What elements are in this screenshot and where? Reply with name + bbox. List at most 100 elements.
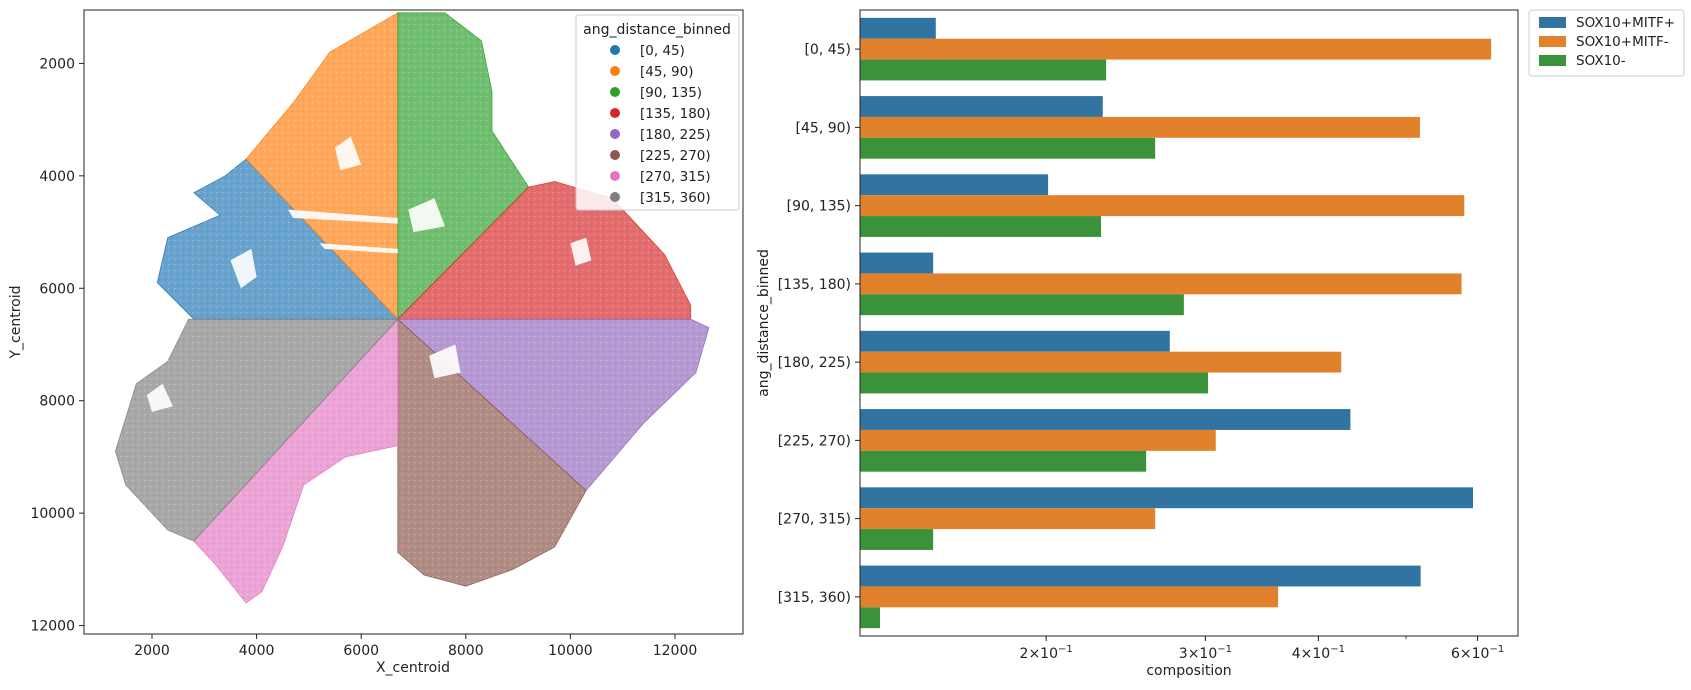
scatter-legend-label: [90, 135) — [640, 85, 702, 101]
scatter-region-texture-270-315 — [193, 319, 398, 604]
bar-x-tick-base: 4×10 — [1292, 646, 1330, 662]
bar-sox10-mitf-90-135 — [860, 195, 1465, 217]
scatter-region-texture-90-135 — [397, 12, 529, 320]
bar-legend-box — [1528, 9, 1685, 77]
bar-plot-frame — [859, 9, 1519, 637]
bar-sox10-mitf-180-225 — [860, 351, 1342, 373]
scatter-legend-label: [315, 360) — [640, 190, 711, 206]
bar-x-tick-base: 2×10 — [1020, 646, 1058, 662]
scatter-x-tick-label: 12000 — [653, 643, 698, 659]
scatter-legend-label: [180, 225) — [640, 127, 711, 143]
scatter-x-tick-label: 10000 — [548, 643, 593, 659]
scatter-legend-label: [135, 180) — [640, 106, 711, 122]
scatter-legend-marker — [610, 66, 620, 76]
scatter-y-ticks: 2000 4000 6000 8000 10000 12000 — [30, 56, 84, 635]
scatter-region-texture-0-45 — [157, 159, 398, 320]
scatter-legend-label: [0, 45) — [640, 43, 685, 59]
scatter-y-tick-label: 4000 — [39, 169, 75, 185]
scatter-y-axis-label: Y_centroid — [8, 285, 24, 359]
bar-sox10-mitf-225-270 — [860, 409, 1351, 430]
scatter-legend-marker — [610, 129, 620, 139]
bar-x-tick-exponent: −1 — [1217, 644, 1232, 655]
scatter-gap — [146, 383, 173, 412]
scatter-legend-box — [575, 14, 740, 211]
bar-x-tick-label: 3×10−1 — [1179, 644, 1232, 662]
bar-x-axis-label: composition — [1146, 663, 1231, 679]
scatter-y-tick-label: 12000 — [30, 619, 75, 635]
bar-legend-swatch — [1539, 36, 1566, 47]
scatter-legend-marker — [610, 87, 620, 97]
scatter-gap — [570, 237, 592, 266]
bar-legend-swatch — [1539, 55, 1566, 66]
scatter-x-tick-label: 6000 — [343, 643, 379, 659]
bar-sox10-90-135 — [860, 216, 1102, 237]
bar-y-tick-label: [0, 45) — [804, 42, 851, 58]
bar-y-tick-label: [270, 315) — [778, 512, 851, 528]
scatter-gap — [429, 344, 461, 379]
bar-sox10-135-180 — [860, 294, 1184, 316]
scatter-legend-label: [225, 270) — [640, 148, 711, 164]
scatter-y-tick-label: 8000 — [39, 394, 75, 410]
bar-sox10-mitf-270-315 — [860, 508, 1156, 530]
scatter-y-tick-label: 6000 — [39, 281, 75, 297]
bar-sox10-mitf-0-45 — [860, 38, 1492, 60]
bar-sox10-mitf-180-225 — [860, 330, 1170, 352]
scatter-x-axis-label: X_centroid — [376, 660, 450, 676]
bar-sox10-mitf-90-135 — [860, 174, 1049, 196]
scatter-x-ticks: 2000 4000 6000 8000 10000 12000 — [134, 634, 697, 659]
scatter-legend: ang_distance_binned [0, 45) [45, 90) [90, … — [575, 14, 740, 211]
bar-sox10-270-315 — [860, 529, 934, 550]
bar-legend-label: SOX10+MITF+ — [1576, 15, 1675, 31]
bar-x-tick-label: 4×10−1 — [1292, 644, 1345, 662]
bar-legend-label: SOX10- — [1576, 53, 1626, 69]
bar-sox10-mitf-315-360 — [860, 565, 1421, 587]
bar-sox10-mitf-0-45 — [860, 17, 936, 39]
bar-sox10-315-360 — [860, 607, 880, 629]
bar-legend: SOX10+MITF+ SOX10+MITF- SOX10- — [1528, 9, 1685, 77]
bar-y-axis-label: ang_distance_binned — [756, 249, 772, 397]
scatter-legend-title: ang_distance_binned — [583, 22, 731, 38]
bar-sox10-mitf-270-315 — [860, 487, 1473, 509]
bar-y-tick-label: [90, 135) — [787, 199, 851, 215]
scatter-gap — [408, 198, 445, 233]
bar-sox10-0-45 — [860, 59, 1107, 81]
scatter-x-tick-label: 2000 — [134, 643, 170, 659]
scatter-gap — [319, 243, 398, 254]
bar-sox10-mitf-45-90 — [860, 116, 1420, 138]
bar-y-tick-label: [315, 360) — [778, 590, 851, 606]
bar-y-tick-label: [180, 225) — [778, 355, 851, 371]
scatter-x-tick-label: 8000 — [448, 643, 484, 659]
scatter-x-tick-label: 4000 — [239, 643, 275, 659]
scatter-point-regions — [114, 12, 710, 604]
scatter-region-texture-45-90 — [246, 12, 398, 320]
bar-sox10-mitf-225-270 — [860, 429, 1216, 451]
scatter-legend-items: [0, 45) [45, 90) [90, 135) [135, 180) [180, … — [610, 43, 711, 206]
bar-x-tick-exponent: −1 — [1058, 644, 1073, 655]
bar-x-ticks: 2×10−1 3×10−1 4×10−1 6×10−1 — [1020, 636, 1504, 662]
bar-x-tick-base: 6×10 — [1451, 646, 1489, 662]
scatter-legend-label: [45, 90) — [640, 64, 693, 80]
scatter-y-tick-label: 10000 — [30, 506, 75, 522]
bar-x-tick-label: 6×10−1 — [1451, 644, 1504, 662]
scatter-region-texture-135-180 — [397, 181, 691, 320]
scatter-region-texture-225-270 — [397, 319, 587, 587]
scatter-gap — [335, 136, 362, 171]
bar-x-tick-base: 3×10 — [1179, 646, 1217, 662]
scatter-y-tick-label: 2000 — [39, 56, 75, 72]
bar-marks — [860, 17, 1492, 629]
bar-y-tick-label: [225, 270) — [778, 433, 851, 449]
bar-legend-items: SOX10+MITF+ SOX10+MITF- SOX10- — [1539, 15, 1675, 69]
bar-x-tick-exponent: −1 — [1330, 644, 1345, 655]
scatter-panel: 2000 4000 6000 8000 10000 12000 2000 4000 6000 8… — [8, 9, 744, 676]
scatter-region-texture-315-360 — [115, 319, 398, 542]
bar-sox10-mitf-135-180 — [860, 252, 934, 274]
bar-sox10-mitf-315-360 — [860, 586, 1279, 608]
bar-sox10-mitf-135-180 — [860, 273, 1462, 295]
scatter-region-texture-180-225 — [397, 319, 709, 491]
bar-legend-label: SOX10+MITF- — [1576, 34, 1669, 50]
bar-x-tick-exponent: −1 — [1489, 644, 1504, 655]
bar-sox10-mitf-45-90 — [860, 96, 1103, 117]
bar-y-tick-label: [45, 90) — [796, 120, 851, 136]
scatter-plot-frame — [83, 9, 744, 635]
